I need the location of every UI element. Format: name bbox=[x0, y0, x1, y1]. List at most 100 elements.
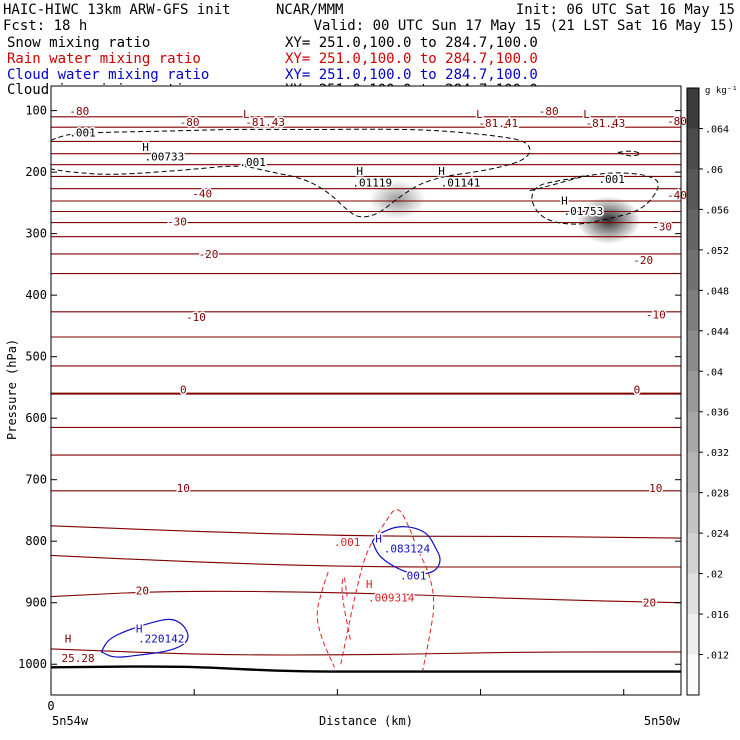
contour-label: H bbox=[366, 578, 373, 591]
contour-label: H bbox=[375, 532, 382, 545]
plot-frame bbox=[50, 85, 682, 696]
y-tick-label: 300 bbox=[25, 227, 47, 241]
colorbar-label: .02 bbox=[705, 570, 723, 581]
y-tick-label: 500 bbox=[25, 350, 47, 364]
contour-label: H bbox=[136, 622, 143, 635]
contour-label: 20 bbox=[643, 596, 656, 609]
y-tick-label: 100 bbox=[25, 104, 47, 118]
ground-line bbox=[51, 665, 681, 673]
x-axis-label: Distance (km) bbox=[319, 714, 413, 728]
title-left: HAIC-HIWC 13km ARW-GFS init bbox=[3, 2, 231, 18]
contour-label: 10 bbox=[649, 482, 662, 495]
contour-label: -10 bbox=[186, 311, 206, 324]
contour-label: .220142 bbox=[138, 633, 184, 646]
colorbar-frame bbox=[686, 87, 700, 696]
cloud-ice-contour bbox=[529, 172, 659, 225]
colorbar-cell bbox=[687, 249, 699, 291]
field-xy-snow: XY= 251.0,100.0 to 284.7,100.0 bbox=[285, 35, 538, 51]
colorbar-cell bbox=[687, 492, 699, 534]
colorbar-cell bbox=[687, 128, 699, 170]
contour-label: .01753 bbox=[563, 205, 603, 218]
cloud-water-contours bbox=[100, 526, 441, 658]
contour-label: H bbox=[356, 165, 363, 178]
rain-contour bbox=[341, 576, 351, 640]
field-label-cloudwater: Cloud water mixing ratio bbox=[7, 67, 209, 83]
contour-label: -30 bbox=[652, 221, 672, 234]
temperature-contour bbox=[51, 590, 681, 604]
contour-label: H bbox=[65, 633, 72, 646]
colorbar-label: .032 bbox=[705, 448, 729, 459]
colorbar-cell bbox=[687, 654, 699, 696]
contour-label: .01119 bbox=[352, 176, 392, 189]
colorbar-label: .044 bbox=[705, 327, 729, 338]
title-mid: NCAR/MMM bbox=[276, 2, 343, 18]
y-tick-label: 1000 bbox=[18, 657, 47, 671]
contour-label: -20 bbox=[633, 254, 653, 267]
cloud-ice-contour bbox=[617, 150, 641, 157]
colorbar-label: .016 bbox=[705, 610, 729, 621]
colorbar-label: .036 bbox=[705, 408, 729, 419]
contour-label: -40 bbox=[192, 187, 212, 200]
colorbar-cell bbox=[687, 411, 699, 453]
y-tick-label: 400 bbox=[25, 288, 47, 302]
field-label-rain: Rain water mixing ratio bbox=[7, 51, 201, 67]
contour-label: -80 bbox=[539, 105, 559, 118]
y-tick-label: 600 bbox=[25, 411, 47, 425]
contour-label: .00733 bbox=[145, 150, 185, 163]
colorbar-label: .052 bbox=[705, 246, 729, 257]
colorbar-unit: g kg⁻¹ bbox=[705, 86, 738, 96]
ground-surface bbox=[51, 665, 681, 673]
contour-label: -10 bbox=[646, 309, 666, 322]
contour-label: 0 bbox=[634, 384, 641, 397]
x-endpoint-right: 5n50w bbox=[644, 714, 681, 728]
cloud-water-contour bbox=[371, 526, 441, 575]
contour-label: 10 bbox=[177, 482, 190, 495]
colorbar-label: .028 bbox=[705, 489, 729, 500]
contour-label: 25.28 bbox=[62, 652, 95, 665]
forecast-hour: Fcst: 18 h bbox=[3, 18, 87, 34]
contour-label: -30 bbox=[167, 216, 187, 229]
contour-label: .001 bbox=[400, 569, 427, 582]
colorbar-label: .064 bbox=[705, 124, 729, 135]
colorbar-cell bbox=[687, 88, 699, 129]
contour-label: -80 bbox=[69, 105, 89, 118]
colorbar-label: .04 bbox=[705, 367, 723, 378]
ice-shading-blob bbox=[576, 196, 641, 245]
contour-labels: -80-80 -81.43L L-81.41-80 L-81.43 -80-40 -40-… bbox=[60, 103, 688, 666]
colorbar-cell bbox=[687, 168, 699, 210]
colorbar-cell bbox=[687, 614, 699, 656]
cloud-ice-contours bbox=[51, 128, 659, 225]
temperature-contours bbox=[51, 116, 681, 656]
ice-shading-layer bbox=[369, 179, 641, 245]
contour-label: -80 bbox=[667, 115, 687, 128]
temperature-contour bbox=[51, 648, 681, 656]
ice-shading-blob bbox=[369, 179, 426, 220]
contour-label: .083124 bbox=[384, 542, 431, 555]
rain-contours bbox=[316, 509, 435, 671]
contour-label: -81.41 bbox=[478, 117, 518, 130]
contour-label: .001 bbox=[598, 173, 625, 186]
contour-label: H bbox=[561, 195, 568, 208]
colorbar-cell bbox=[687, 533, 699, 575]
colorbar-cell bbox=[687, 290, 699, 332]
colorbar-label: .06 bbox=[705, 165, 723, 176]
colorbar-label: .048 bbox=[705, 286, 729, 297]
y-tick-label: 200 bbox=[25, 165, 47, 179]
y-axis-label: Pressure (hPa) bbox=[5, 339, 19, 440]
contour-label: -20 bbox=[199, 248, 219, 261]
contour-label: L bbox=[243, 108, 250, 121]
temperature-contour bbox=[51, 554, 681, 568]
colorbar: .064 .06 .056 .052 .048 .044 .04 .036 .032 .028 .0… bbox=[686, 87, 729, 696]
x-tick-label: 0 bbox=[47, 699, 54, 713]
contour-label: -40 bbox=[667, 189, 687, 202]
valid-time: Valid: 00 UTC Sun 17 May 15 (21 LST Sat … bbox=[314, 18, 735, 34]
contour-label: H bbox=[438, 165, 445, 178]
colorbar-cell bbox=[687, 330, 699, 372]
init-time: Init: 06 UTC Sat 16 May 15 bbox=[516, 2, 735, 18]
contour-label: .001 bbox=[69, 126, 96, 139]
contour-label: 20 bbox=[136, 585, 149, 598]
contour-label: 0 bbox=[180, 384, 187, 397]
